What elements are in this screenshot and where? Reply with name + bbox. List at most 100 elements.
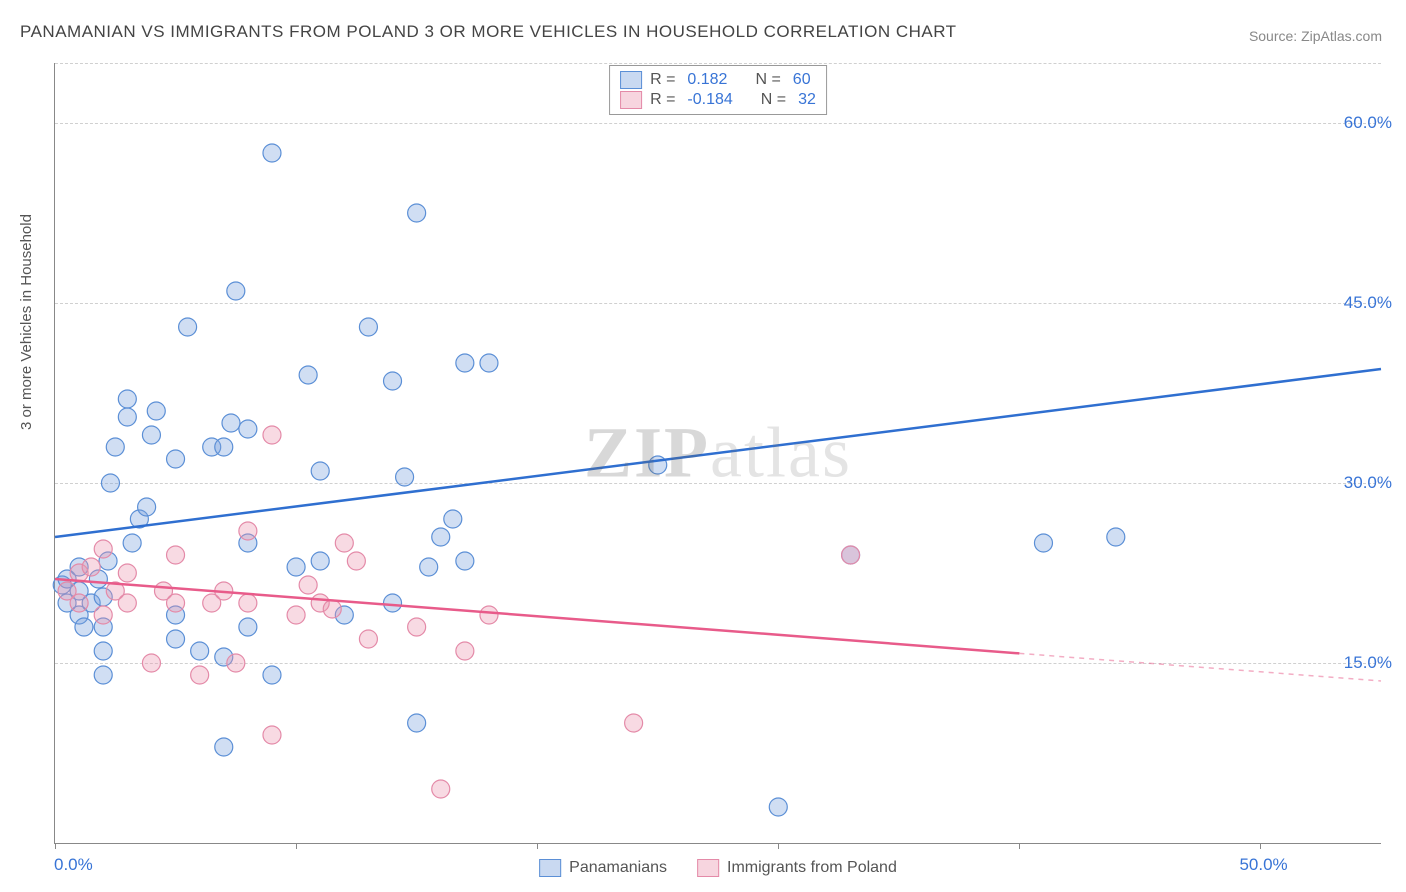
data-point <box>299 366 317 384</box>
data-point <box>263 666 281 684</box>
y-tick-label: 45.0% <box>1344 293 1392 313</box>
data-point <box>347 552 365 570</box>
page-title: PANAMANIAN VS IMMIGRANTS FROM POLAND 3 O… <box>20 22 957 42</box>
data-point <box>359 630 377 648</box>
data-point <box>420 558 438 576</box>
data-point <box>75 618 93 636</box>
data-point <box>138 498 156 516</box>
n-label: N = <box>755 71 780 89</box>
legend-stat-row: R = 0.182 N = 60 <box>620 70 816 90</box>
x-tick <box>537 843 538 849</box>
data-point <box>227 282 245 300</box>
data-point <box>263 726 281 744</box>
legend-label: Immigrants from Poland <box>727 859 897 877</box>
data-point <box>147 402 165 420</box>
data-point <box>239 420 257 438</box>
data-point <box>359 318 377 336</box>
data-point <box>191 666 209 684</box>
data-point <box>94 606 112 624</box>
data-point <box>239 594 257 612</box>
data-point <box>456 354 474 372</box>
data-point <box>118 408 136 426</box>
data-point <box>118 390 136 408</box>
n-label: N = <box>761 91 786 109</box>
data-point <box>408 714 426 732</box>
data-point <box>408 204 426 222</box>
legend-label: Panamanians <box>569 859 667 877</box>
data-point <box>311 462 329 480</box>
data-point <box>384 594 402 612</box>
data-point <box>215 738 233 756</box>
data-point <box>432 780 450 798</box>
legend-item: Panamanians <box>539 859 667 877</box>
n-value: 60 <box>793 71 811 89</box>
r-label: R = <box>650 71 675 89</box>
data-point <box>167 630 185 648</box>
legend-item: Immigrants from Poland <box>697 859 897 877</box>
data-point <box>456 642 474 660</box>
data-point <box>82 558 100 576</box>
data-point <box>215 438 233 456</box>
data-point <box>70 594 88 612</box>
swatch-icon <box>697 859 719 877</box>
data-point <box>101 474 119 492</box>
data-point <box>769 798 787 816</box>
data-point <box>432 528 450 546</box>
legend-stats-box: R = 0.182 N = 60 R = -0.184 N = 32 <box>609 65 827 115</box>
r-value: 0.182 <box>687 71 727 89</box>
data-point <box>456 552 474 570</box>
data-point <box>384 372 402 390</box>
data-point <box>480 354 498 372</box>
legend-stat-row: R = -0.184 N = 32 <box>620 90 816 110</box>
x-tick <box>1260 843 1261 849</box>
data-point <box>167 594 185 612</box>
trend-line-dashed <box>1019 653 1381 681</box>
data-point <box>118 594 136 612</box>
y-tick-label: 30.0% <box>1344 473 1392 493</box>
data-point <box>142 426 160 444</box>
legend-series: Panamanians Immigrants from Poland <box>539 859 897 877</box>
data-point <box>239 618 257 636</box>
data-point <box>94 540 112 558</box>
data-point <box>444 510 462 528</box>
r-value: -0.184 <box>687 91 732 109</box>
x-tick-label: 50.0% <box>1239 855 1287 875</box>
data-point <box>179 318 197 336</box>
scatter-chart-svg <box>55 63 1381 843</box>
source-label: Source: ZipAtlas.com <box>1249 28 1382 44</box>
swatch-icon <box>539 859 561 877</box>
chart-plot-area: ZIPatlas R = 0.182 N = 60 R = -0.184 N =… <box>54 63 1381 844</box>
data-point <box>335 534 353 552</box>
x-tick <box>778 843 779 849</box>
data-point <box>222 414 240 432</box>
y-axis-label: 3 or more Vehicles in Household <box>18 214 35 430</box>
trend-line <box>55 369 1381 537</box>
swatch-icon <box>620 91 642 109</box>
data-point <box>142 654 160 672</box>
data-point <box>323 600 341 618</box>
data-point <box>123 534 141 552</box>
data-point <box>227 654 245 672</box>
y-tick-label: 15.0% <box>1344 653 1392 673</box>
data-point <box>106 438 124 456</box>
x-tick <box>296 843 297 849</box>
r-label: R = <box>650 91 675 109</box>
data-point <box>263 426 281 444</box>
data-point <box>167 450 185 468</box>
x-tick <box>55 843 56 849</box>
data-point <box>311 552 329 570</box>
data-point <box>287 606 305 624</box>
data-point <box>1107 528 1125 546</box>
data-point <box>167 546 185 564</box>
y-tick-label: 60.0% <box>1344 113 1392 133</box>
data-point <box>480 606 498 624</box>
data-point <box>118 564 136 582</box>
data-point <box>94 642 112 660</box>
data-point <box>263 144 281 162</box>
data-point <box>408 618 426 636</box>
data-point <box>1034 534 1052 552</box>
x-tick-label: 0.0% <box>54 855 93 875</box>
data-point <box>287 558 305 576</box>
data-point <box>191 642 209 660</box>
data-point <box>842 546 860 564</box>
